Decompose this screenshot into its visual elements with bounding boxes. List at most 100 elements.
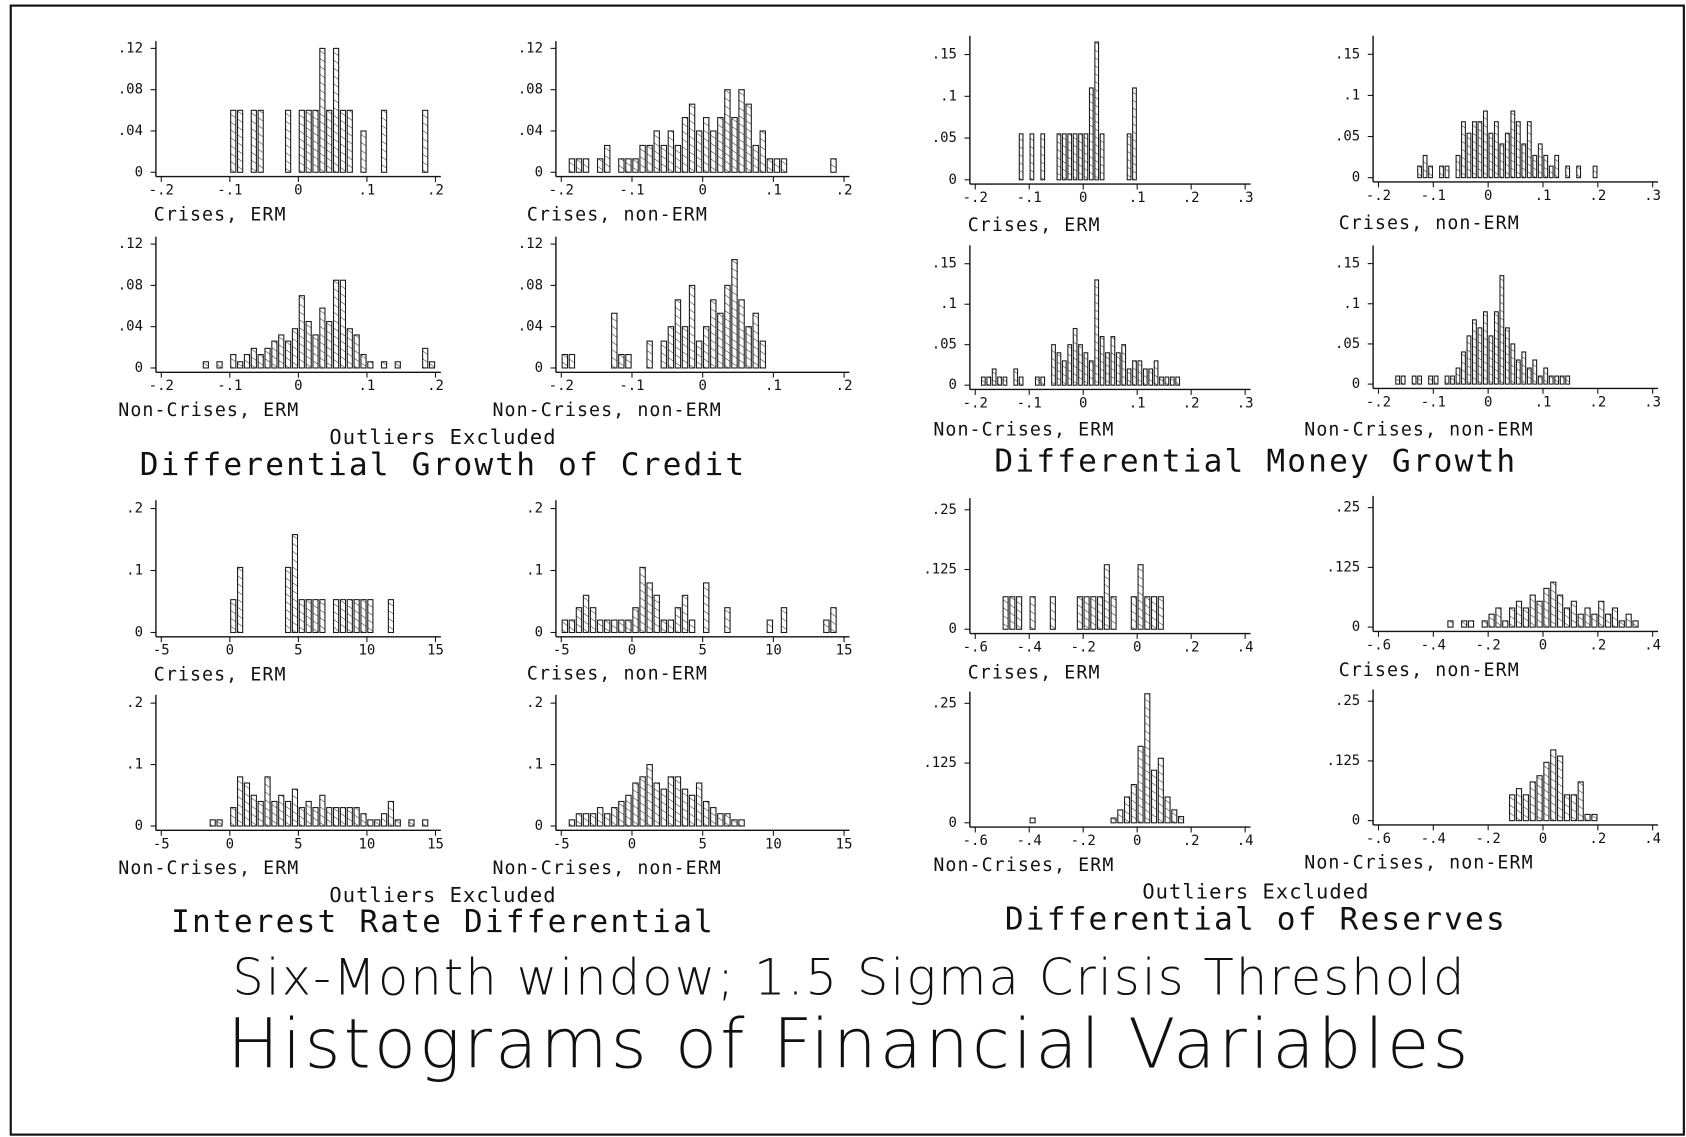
y-tick-label: 0 xyxy=(1352,376,1360,392)
bar xyxy=(1482,110,1488,179)
x-tick-label: 5 xyxy=(294,836,302,852)
bar xyxy=(346,109,353,173)
bar xyxy=(1550,749,1557,822)
bar xyxy=(1144,596,1151,630)
x-tick-label: 0 xyxy=(628,836,636,852)
bar xyxy=(1151,596,1158,630)
bar xyxy=(596,619,604,634)
bar xyxy=(264,776,271,827)
x-tick-label: -.1 xyxy=(217,183,242,199)
bar xyxy=(1570,600,1577,628)
bar xyxy=(1002,596,1009,630)
bar xyxy=(618,619,625,634)
y-tick-label: .2 xyxy=(526,501,543,517)
bar xyxy=(1493,311,1499,385)
bar xyxy=(1076,596,1083,630)
y-tick-label: 0 xyxy=(535,164,543,180)
bar xyxy=(1576,165,1582,179)
bar xyxy=(1088,360,1094,386)
bar xyxy=(660,619,668,634)
x-tick-label: .2 xyxy=(836,183,853,199)
bar xyxy=(1018,133,1024,181)
bar xyxy=(284,566,292,634)
bar xyxy=(291,328,299,369)
bar xyxy=(408,819,415,827)
x-tick-label: .2 xyxy=(1183,640,1200,656)
x-tick-label: -.4 xyxy=(1421,831,1446,847)
bar xyxy=(1083,352,1089,386)
panel-label: Crises, ERM xyxy=(968,662,1101,683)
bar xyxy=(1529,594,1536,628)
bar xyxy=(681,117,689,173)
frame xyxy=(9,4,1685,1136)
bar xyxy=(618,354,625,369)
y-tick-label: .1 xyxy=(1343,296,1360,312)
bar xyxy=(1543,587,1550,628)
bar xyxy=(724,813,731,827)
bar xyxy=(360,599,367,634)
panel-label: Non-Crises, ERM xyxy=(118,858,299,879)
bar xyxy=(1510,343,1516,385)
bar xyxy=(589,607,597,634)
x-tick-label: 0 xyxy=(1079,395,1087,411)
x-tick-label: .1 xyxy=(1129,190,1146,206)
y-tick-label: .25 xyxy=(932,695,957,711)
bar xyxy=(681,788,689,827)
bar xyxy=(688,103,696,173)
bar xyxy=(1171,809,1178,824)
bar xyxy=(759,340,766,369)
bar xyxy=(568,619,576,634)
y-tick-label: .05 xyxy=(932,337,957,353)
bar xyxy=(312,109,319,173)
bar xyxy=(237,776,244,827)
bar xyxy=(1132,87,1137,181)
bar xyxy=(596,158,604,173)
bar xyxy=(710,299,717,369)
x-tick-label: 0 xyxy=(294,183,302,199)
bar xyxy=(1495,607,1502,628)
x-tick-label: -.2 xyxy=(149,378,174,394)
bar xyxy=(1051,344,1056,386)
bar xyxy=(717,117,724,173)
bar xyxy=(1482,311,1488,385)
bar xyxy=(688,619,696,634)
bar xyxy=(1618,620,1625,628)
bar xyxy=(257,109,264,173)
bar xyxy=(291,788,299,827)
bar xyxy=(353,334,360,369)
x-tick-label: -.1 xyxy=(1017,190,1042,206)
bar xyxy=(724,89,731,173)
bar xyxy=(1094,279,1100,386)
bar xyxy=(291,534,299,634)
x-tick-label: -5 xyxy=(553,643,570,659)
y-tick-label: .08 xyxy=(118,277,143,293)
bar xyxy=(1417,375,1423,385)
bar xyxy=(1395,375,1401,385)
bar xyxy=(1461,121,1466,179)
bar xyxy=(1105,352,1110,386)
bar xyxy=(1584,607,1591,628)
bar xyxy=(695,782,703,827)
bar xyxy=(353,807,360,827)
bar xyxy=(582,813,590,827)
bar xyxy=(1477,121,1483,179)
x-tick-label: -.2 xyxy=(549,378,574,394)
bar xyxy=(1400,375,1406,385)
bar xyxy=(1591,613,1598,628)
panel-label: Crises, ERM xyxy=(154,664,287,685)
x-tick-label: -.6 xyxy=(963,833,988,849)
bar xyxy=(332,47,340,173)
bar xyxy=(724,284,731,369)
x-tick-label: -.1 xyxy=(1421,188,1446,204)
bar xyxy=(1439,165,1444,179)
group-title: Differential of Reserves xyxy=(1005,902,1507,938)
bar xyxy=(980,376,986,386)
bar xyxy=(284,109,292,173)
x-tick-label: 10 xyxy=(359,643,376,659)
y-tick-label: 0 xyxy=(949,172,957,188)
x-tick-label: .1 xyxy=(359,378,376,394)
bar xyxy=(639,144,646,173)
y-tick-label: .04 xyxy=(118,123,143,139)
bar xyxy=(745,103,752,173)
bar xyxy=(1428,375,1433,385)
